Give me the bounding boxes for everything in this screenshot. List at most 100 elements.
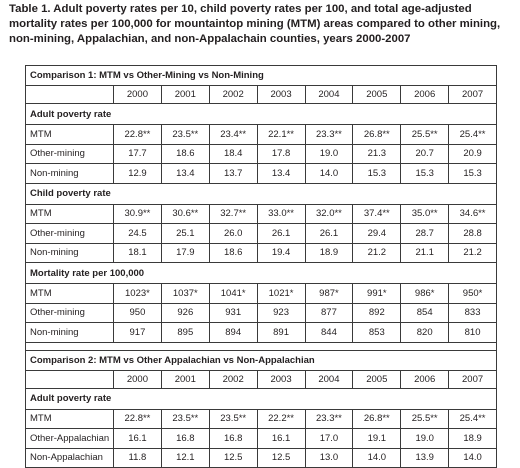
table-cell: 820 — [400, 322, 450, 343]
table-cell: 844 — [304, 322, 354, 343]
table-caption: Table 1. Adult poverty rates per 10, chi… — [9, 3, 501, 45]
comparison-title: Comparison 2: MTM vs Other Appalachian v… — [24, 349, 498, 371]
table-row: MTM 30.9** 30.6** 32.7** 33.0** 32.0** 37.4** 3… — [25, 203, 498, 224]
table-cell: 23.5** — [160, 408, 210, 429]
table-cell: 22.1** — [256, 124, 306, 145]
table-cell: 37.4** — [352, 203, 402, 224]
year-header-cell: 2004 — [304, 85, 354, 104]
table-cell: 19.4 — [256, 242, 306, 263]
table-cell: 18.6 — [208, 242, 258, 263]
table-cell: 34.6** — [448, 203, 498, 224]
table-body: Comparison 1: MTM vs Other-Mining vs Non… — [24, 65, 498, 468]
table-row: MTM 22.8** 23.5** 23.4** 22.1** 23.3** 26.8** 2… — [25, 124, 498, 145]
table-cell: 15.3 — [448, 163, 498, 184]
table-cell: 23.3** — [304, 408, 354, 429]
table-row: Other-mining 950 926 931 923 877 892 854 833 — [25, 302, 498, 323]
table-cell: 18.6 — [160, 143, 210, 164]
section-title: Child poverty rate — [24, 182, 498, 205]
row-label: Other-mining — [25, 302, 114, 323]
table-cell: 891 — [256, 322, 306, 343]
table-cell: 22.2** — [256, 408, 306, 429]
comparison-header-row: Comparison 2: MTM vs Other Appalachian v… — [24, 349, 498, 371]
table-cell: 29.4 — [352, 223, 402, 244]
table-row: Non-mining 18.1 17.9 18.6 19.4 18.9 21.2 21.1 21… — [25, 242, 498, 263]
table-cell: 1021* — [256, 283, 306, 304]
row-label: MTM — [25, 203, 114, 224]
table-cell: 18.9 — [448, 428, 498, 449]
comparison-title: Comparison 1: MTM vs Other-Mining vs Non… — [24, 65, 498, 86]
table-cell: 14.0 — [448, 447, 498, 468]
section-header-row: Child poverty rate — [24, 182, 498, 205]
table-cell: 18.4 — [208, 143, 258, 164]
year-header-empty-cell — [25, 369, 114, 389]
row-label: Other-mining — [25, 143, 114, 164]
row-label: Non-mining — [25, 322, 114, 343]
table-cell: 19.0 — [304, 143, 354, 164]
table-cell: 25.1 — [160, 223, 210, 244]
table-cell: 950 — [113, 302, 162, 323]
table-cell: 17.7 — [113, 143, 162, 164]
row-label: Non-mining — [25, 242, 114, 263]
table-cell: 13.4 — [256, 163, 306, 184]
year-header-cell: 2001 — [160, 85, 210, 104]
table-cell: 26.0 — [208, 223, 258, 244]
table-cell: 810 — [448, 322, 498, 343]
table-cell: 16.8 — [160, 428, 210, 449]
row-label: Non-Appalachian — [25, 447, 114, 468]
table-cell: 923 — [256, 302, 306, 323]
table-row: Non-mining 917 895 894 891 844 853 820 810 — [25, 322, 498, 343]
table-cell: 16.1 — [113, 428, 162, 449]
table-cell: 987* — [304, 283, 354, 304]
table-cell: 26.8** — [352, 408, 402, 429]
table-cell: 21.2 — [448, 242, 498, 263]
table-cell: 950* — [448, 283, 498, 304]
year-header-cell: 2003 — [256, 85, 306, 104]
table-cell: 21.1 — [400, 242, 450, 263]
table-cell: 14.0 — [304, 163, 354, 184]
year-header-cell: 2005 — [352, 369, 402, 389]
table-cell: 24.5 — [113, 223, 162, 244]
table-cell: 32.0** — [304, 203, 354, 224]
table-cell: 15.3 — [352, 163, 402, 184]
table-cell: 13.0 — [304, 447, 354, 468]
year-header-cell: 2005 — [352, 85, 402, 104]
table-cell: 25.4** — [448, 124, 498, 145]
table-cell: 13.9 — [400, 447, 450, 468]
table-cell: 16.8 — [208, 428, 258, 449]
table-cell: 33.0** — [256, 203, 306, 224]
comparison-spacer-row — [24, 342, 498, 350]
table-cell: 20.9 — [448, 143, 498, 164]
year-header-cell: 2000 — [113, 369, 162, 389]
table-cell: 25.5** — [400, 124, 450, 145]
table-cell: 14.0 — [352, 447, 402, 468]
row-label: MTM — [25, 283, 114, 304]
table-cell: 25.5** — [400, 408, 450, 429]
table-cell: 12.5 — [256, 447, 306, 468]
table-cell: 26.1 — [256, 223, 306, 244]
table-cell: 30.9** — [113, 203, 162, 224]
table-cell: 894 — [208, 322, 258, 343]
table-row: Non-Appalachian 11.8 12.1 12.5 12.5 13.0 14.0 1… — [25, 447, 498, 468]
table-cell: 16.1 — [256, 428, 306, 449]
table-cell: 21.2 — [352, 242, 402, 263]
year-header-cell: 2006 — [400, 85, 450, 104]
table-row: MTM 22.8** 23.5** 23.5** 22.2** 23.3** 26.8** 2… — [25, 408, 498, 429]
year-header-cell: 2004 — [304, 369, 354, 389]
table-cell: 23.4** — [208, 124, 258, 145]
year-header-cell: 2003 — [256, 369, 306, 389]
row-label: Other-Appalachian — [25, 428, 114, 449]
table-row: MTM 1023* 1037* 1041* 1021* 987* 991* 986* 950* — [25, 283, 498, 304]
table-cell: 833 — [448, 302, 498, 323]
section-header-row: Adult poverty rate — [24, 387, 498, 410]
table-cell: 991* — [352, 283, 402, 304]
table-cell: 12.1 — [160, 447, 210, 468]
table-cell: 892 — [352, 302, 402, 323]
table-cell: 23.5** — [160, 124, 210, 145]
section-title: Adult poverty rate — [24, 103, 498, 125]
table-cell: 12.5 — [208, 447, 258, 468]
row-label: Non-mining — [25, 163, 114, 184]
table-row: Non-mining 12.9 13.4 13.7 13.4 14.0 15.3 15.3 15… — [25, 163, 498, 184]
table-cell: 26.8** — [352, 124, 402, 145]
year-header-cell: 2007 — [448, 369, 498, 389]
section-title: Mortality rate per 100,000 — [24, 262, 498, 284]
